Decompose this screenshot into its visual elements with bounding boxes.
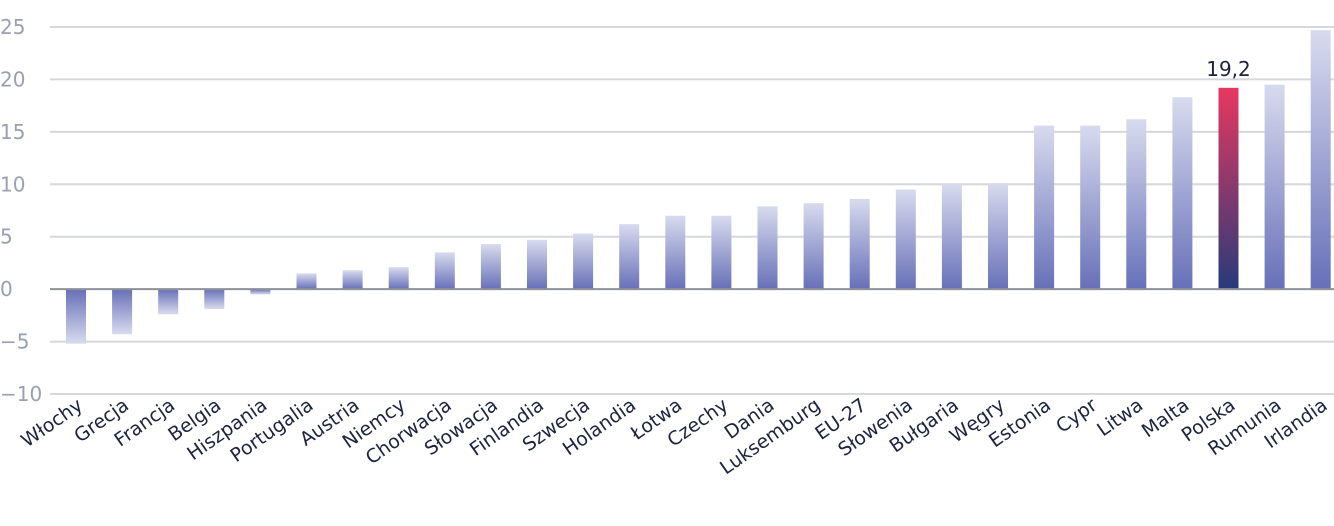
y-tick-label: 20	[0, 67, 25, 91]
y-tick-label: −10	[0, 382, 42, 406]
bar-eu-27	[849, 198, 870, 290]
bar-słowenia	[895, 189, 916, 290]
x-axis-ticks: WłochyGrecjaFrancjaBelgiaHiszpaniaPortug…	[17, 394, 1331, 479]
bar-łotwa	[665, 215, 686, 290]
bar-litwa	[1126, 119, 1147, 290]
bar-cypr	[1080, 125, 1101, 290]
bar-chorwacja	[434, 252, 455, 290]
gridlines	[50, 26, 1334, 395]
bar-finlandia	[527, 239, 547, 290]
bar-polska	[1218, 87, 1239, 290]
bar-portugalia	[296, 273, 317, 290]
y-tick-label: 0	[0, 277, 13, 301]
bar-estonia	[1034, 125, 1055, 290]
bars	[66, 30, 1331, 344]
y-tick-label: 10	[0, 172, 25, 196]
bar-czechy	[711, 215, 732, 290]
data-labels: 19,2	[1206, 57, 1251, 81]
bar-słowacja	[480, 244, 501, 290]
y-tick-label: −5	[0, 330, 29, 354]
bar-bułgaria	[941, 184, 962, 290]
bar-belgia	[204, 289, 225, 310]
y-axis-ticks: −10 −5 0 5 10 15 20 25	[0, 15, 42, 406]
x-tick-label: Cypr	[1052, 394, 1101, 438]
x-tick-label: Litwa	[1093, 394, 1147, 441]
bar-szwecja	[573, 233, 594, 290]
bar-niemcy	[388, 267, 409, 290]
bar-rumunia	[1264, 84, 1285, 290]
y-tick-label: 5	[0, 225, 13, 249]
bar-holandia	[619, 224, 640, 290]
bar-włochy	[66, 289, 86, 344]
bar-grecja	[112, 289, 133, 335]
bar-węgry	[988, 183, 1008, 290]
y-tick-label: 25	[0, 15, 25, 39]
y-tick-label: 15	[0, 120, 25, 144]
bar-francja	[158, 289, 179, 315]
bar-dania	[757, 206, 778, 290]
bar-luksemburg	[803, 203, 824, 290]
bar-malta	[1172, 97, 1193, 290]
bar-hiszpania	[250, 289, 271, 295]
bar-irlandia	[1310, 30, 1331, 290]
bar-austria	[342, 270, 363, 290]
data-label: 19,2	[1206, 57, 1251, 81]
